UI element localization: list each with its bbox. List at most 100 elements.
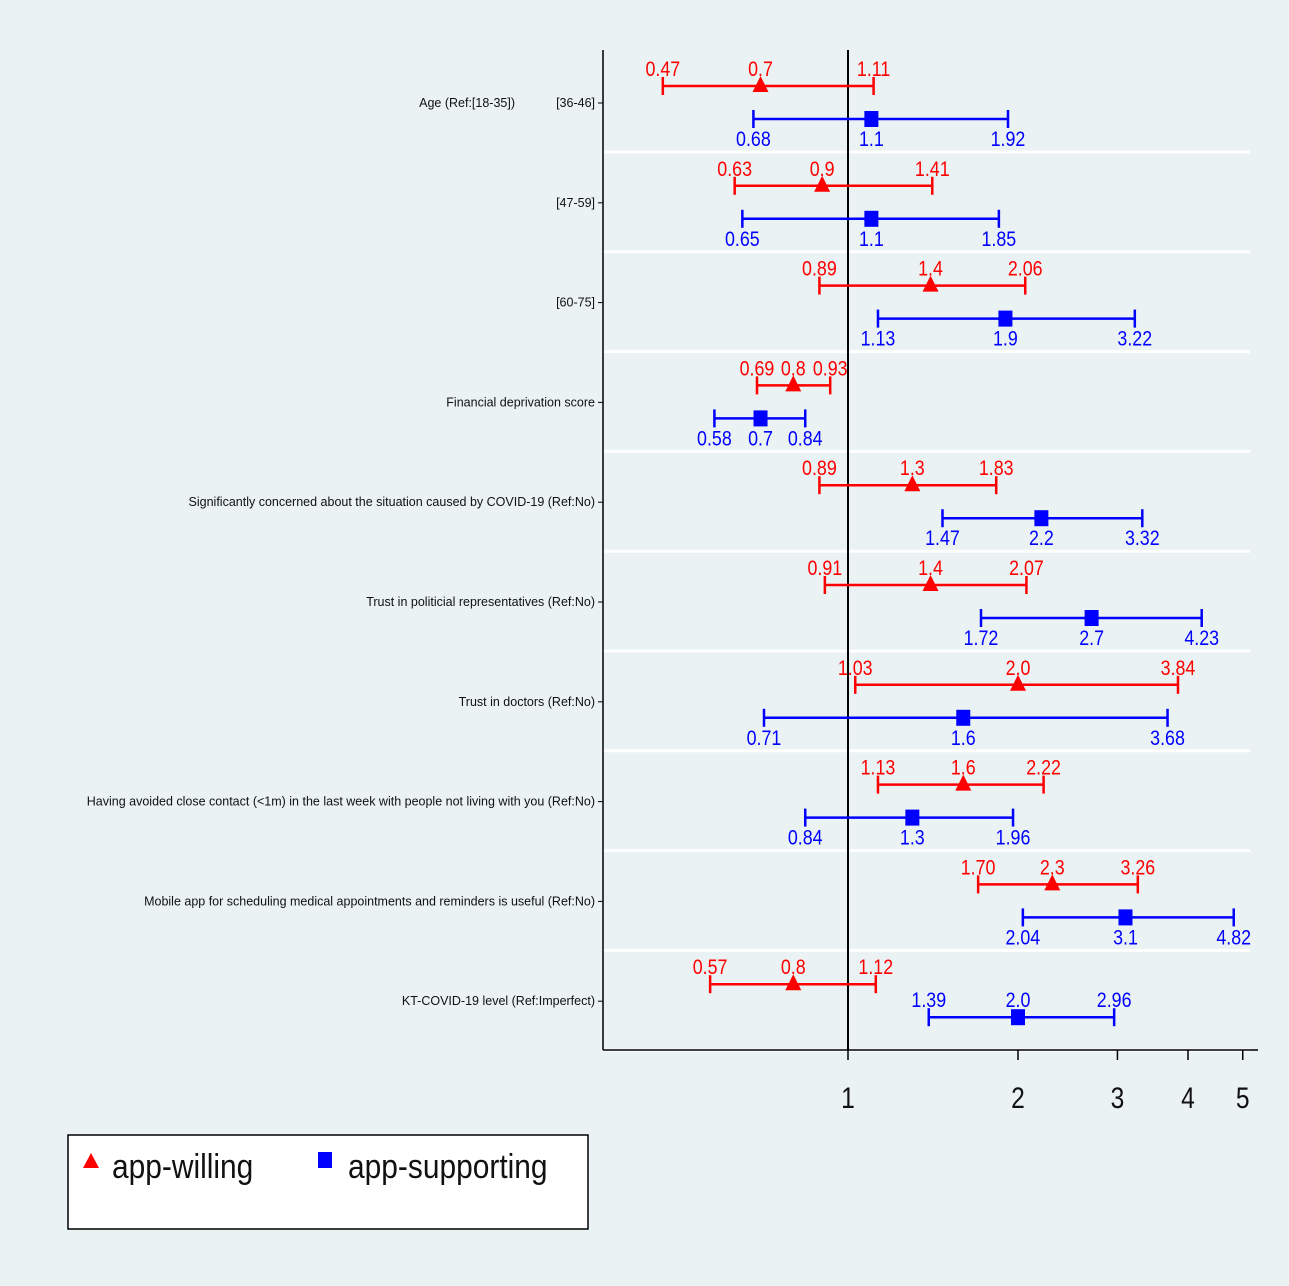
willing-marker	[904, 475, 921, 492]
row-label: Having avoided close contact (<1m) in th…	[87, 795, 595, 809]
supporting-low-label: 1.47	[925, 527, 960, 551]
willing-or-label: 1.4	[918, 257, 943, 281]
legend-label-app-willing: app-willing	[112, 1147, 253, 1185]
willing-high-label: 1.11	[857, 58, 890, 82]
x-tick-label: 3	[1111, 1081, 1125, 1115]
supporting-high-label: 1.85	[982, 227, 1017, 251]
willing-or-label: 2.3	[1040, 856, 1065, 880]
willing-marker	[1010, 674, 1026, 691]
supporting-or-label: 1.9	[993, 327, 1018, 351]
willing-high-label: 2.06	[1008, 257, 1043, 281]
willing-or-label: 1.4	[918, 557, 943, 581]
willing-marker	[955, 774, 972, 791]
willing-low-label: 0.47	[645, 58, 680, 82]
supporting-low-label: 1.39	[911, 989, 946, 1013]
supporting-low-label: 0.71	[747, 726, 782, 750]
legend-triangle-icon	[83, 1153, 99, 1168]
willing-marker	[1044, 874, 1061, 891]
row-label: Mobile app for scheduling medical appoin…	[144, 894, 595, 908]
row-label: KT-COVID-19 level (Ref:Imperfect)	[402, 994, 595, 1008]
supporting-high-label: 1.92	[991, 128, 1026, 152]
willing-low-label: 1.70	[961, 856, 996, 880]
estimates: 0.47 0.7 1.11 0.68 1.1 1.92 0.63 0.9 1.41 0.65 1.1…	[645, 58, 1251, 1027]
willing-low-label: 0.91	[808, 557, 843, 581]
supporting-or-label: 3.1	[1113, 926, 1138, 950]
supporting-marker	[1084, 610, 1099, 626]
supporting-low-label: 0.68	[736, 128, 771, 152]
willing-or-label: 0.9	[810, 157, 835, 181]
supporting-or-label: 1.6	[951, 726, 976, 750]
supporting-high-label: 1.96	[996, 826, 1031, 850]
willing-low-label: 0.69	[740, 357, 775, 381]
supporting-high-label: 3.32	[1125, 527, 1160, 551]
legend: app-willing app-supporting	[67, 1134, 589, 1230]
row-label: Trust in doctors (Ref:No)	[459, 695, 595, 709]
willing-marker	[752, 76, 769, 92]
willing-low-label: 1.03	[838, 656, 873, 680]
supporting-low-label: 0.58	[697, 427, 732, 451]
willing-marker	[785, 974, 802, 991]
willing-high-label: 0.93	[813, 357, 848, 381]
willing-marker	[785, 375, 802, 392]
supporting-high-label: 3.68	[1150, 726, 1185, 750]
supporting-marker	[998, 310, 1013, 327]
row-label: [60-75]	[556, 296, 595, 310]
willing-or-label: 2.0	[1006, 656, 1031, 680]
row-label: Trust in politicial representatives (Ref…	[366, 595, 595, 609]
x-tick-label: 2	[1011, 1081, 1025, 1115]
supporting-or-label: 2.7	[1079, 627, 1104, 651]
supporting-high-label: 0.84	[788, 427, 823, 451]
supporting-or-label: 1.1	[859, 227, 884, 251]
supporting-or-label: 1.1	[859, 128, 884, 152]
supporting-marker	[864, 210, 879, 227]
willing-low-label: 0.63	[717, 157, 752, 181]
group-label: Age (Ref:[18-35])	[419, 96, 515, 110]
willing-or-label: 0.8	[781, 357, 806, 381]
supporting-high-label: 2.96	[1097, 989, 1132, 1013]
supporting-low-label: 2.04	[1005, 926, 1040, 950]
willing-or-label: 0.7	[748, 58, 773, 82]
row-label: Significantly concerned about the situat…	[189, 495, 595, 509]
willing-low-label: 0.89	[802, 457, 837, 481]
willing-or-label: 1.6	[951, 756, 976, 780]
willing-or-label: 1.3	[900, 457, 925, 481]
axes: 1 2 3 4 5	[602, 50, 1258, 1115]
willing-low-label: 0.57	[693, 956, 728, 980]
supporting-low-label: 0.84	[788, 826, 823, 850]
legend-box	[67, 1134, 589, 1230]
row-label: [47-59]	[556, 196, 595, 210]
willing-high-label: 3.84	[1161, 656, 1196, 680]
supporting-marker	[864, 111, 879, 127]
willing-low-label: 1.13	[861, 756, 896, 780]
legend-label-app-supporting: app-supporting	[348, 1147, 548, 1185]
willing-or-label: 0.8	[781, 956, 806, 980]
supporting-or-label: 1.3	[900, 826, 925, 850]
supporting-low-label: 0.65	[725, 227, 760, 251]
willing-marker	[922, 275, 939, 292]
willing-high-label: 1.41	[915, 157, 950, 181]
supporting-high-label: 4.23	[1184, 627, 1219, 651]
willing-high-label: 2.22	[1026, 756, 1061, 780]
willing-high-label: 3.26	[1120, 856, 1155, 880]
row-label: [36-46]	[556, 96, 595, 110]
x-tick-label: 1	[841, 1081, 855, 1115]
supporting-high-label: 4.82	[1216, 926, 1251, 950]
row-label: Financial deprivation score	[446, 395, 595, 409]
supporting-marker	[905, 809, 920, 826]
supporting-low-label: 1.72	[964, 627, 999, 651]
willing-marker	[814, 175, 831, 192]
willing-marker	[922, 575, 939, 591]
x-tick-label: 5	[1236, 1081, 1250, 1115]
x-tick-label: 4	[1181, 1081, 1195, 1115]
supporting-marker	[956, 709, 971, 726]
supporting-or-label: 2.0	[1006, 989, 1031, 1013]
supporting-marker	[1118, 909, 1133, 926]
willing-high-label: 2.07	[1009, 557, 1044, 581]
row-labels: [36-46] Age (Ref:[18-35]) [47-59] [60-75] Fi…	[87, 96, 603, 1008]
supporting-or-label: 0.7	[748, 427, 773, 451]
supporting-marker	[1011, 1009, 1025, 1026]
supporting-marker	[753, 410, 768, 427]
supporting-marker	[1034, 510, 1049, 527]
supporting-low-label: 1.13	[861, 327, 896, 351]
